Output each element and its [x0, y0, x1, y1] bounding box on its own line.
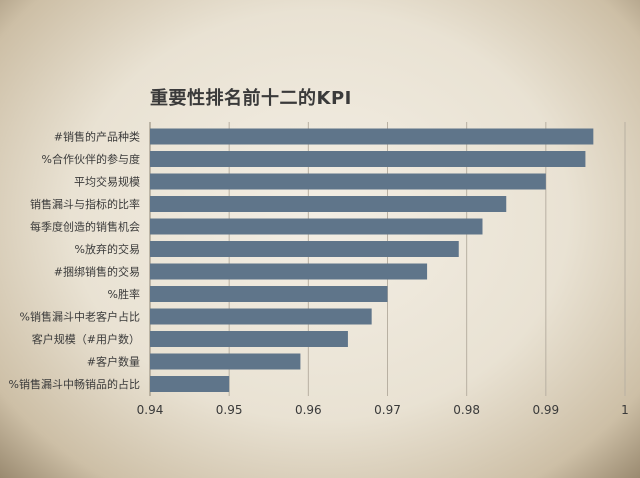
x-tick-label: 0.97: [374, 403, 401, 417]
category-label: %销售漏斗中老客户占比: [20, 310, 140, 324]
bar: [150, 218, 483, 235]
bar: [150, 128, 594, 145]
category-label: #客户数量: [87, 355, 140, 369]
bar: [150, 286, 388, 302]
bar: [150, 173, 546, 190]
x-tick-label: 1: [621, 403, 629, 417]
bar: [150, 196, 507, 212]
bar: [150, 353, 301, 370]
bar: [150, 331, 348, 347]
x-tick-label: 0.95: [216, 403, 243, 417]
bar: [150, 151, 586, 167]
category-label: 销售漏斗与指标的比率: [30, 197, 140, 211]
bar: [150, 376, 230, 392]
bar: [150, 241, 459, 257]
category-label: %胜率: [108, 287, 140, 301]
chart-title: 重要性排名前十二的KPI: [150, 88, 352, 109]
x-tick-label: 0.96: [295, 403, 322, 417]
bar: [150, 308, 372, 325]
bar: [150, 263, 428, 280]
category-label: #销售的产品种类: [54, 130, 140, 144]
x-tick-label: 0.94: [137, 403, 164, 417]
category-label: 客户规模（#用户数）: [32, 332, 140, 346]
category-label: %合作伙伴的参与度: [42, 152, 140, 166]
category-label: %放弃的交易: [75, 242, 140, 256]
category-label: 每季度创造的销售机会: [30, 220, 140, 234]
category-label: 平均交易规模: [74, 175, 140, 189]
x-tick-label: 0.99: [532, 403, 559, 417]
category-label: #捆绑销售的交易: [54, 265, 140, 279]
category-label: %销售漏斗中畅销品的占比: [9, 377, 140, 391]
x-tick-label: 0.98: [453, 403, 480, 417]
